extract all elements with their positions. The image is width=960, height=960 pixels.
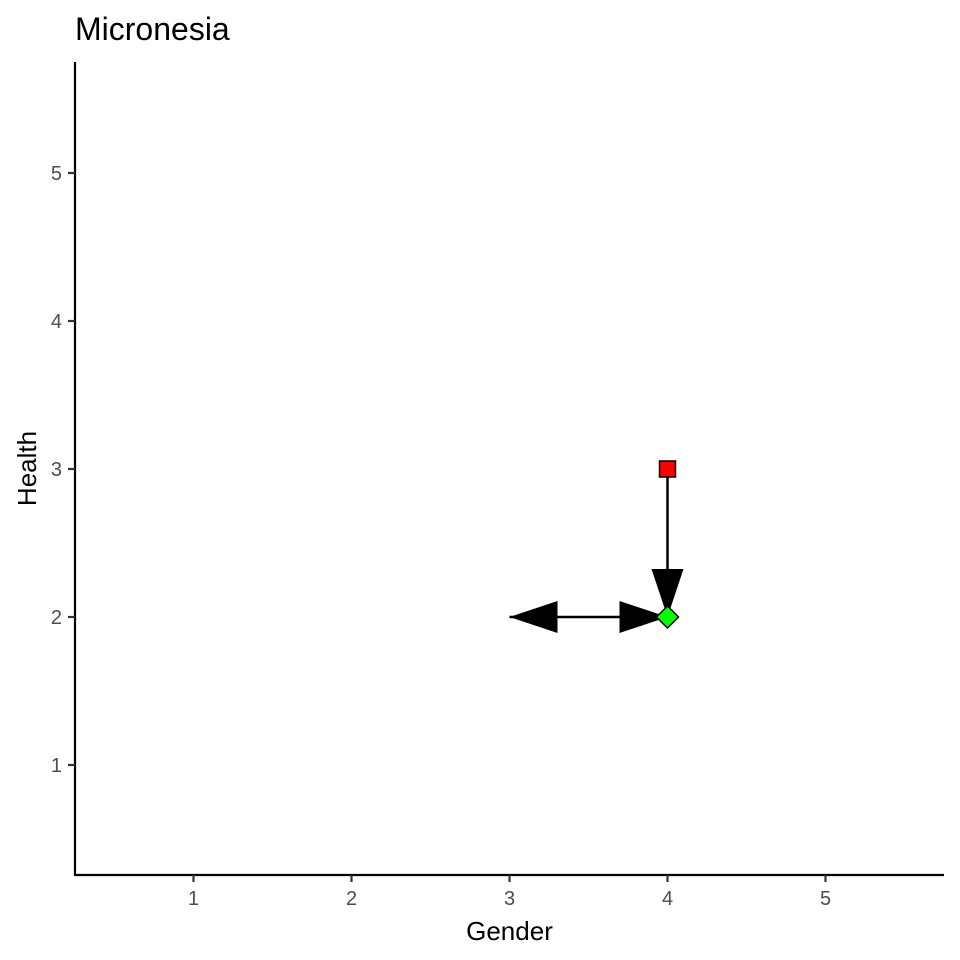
chart-title: Micronesia xyxy=(75,11,230,47)
y-tick-label: 5 xyxy=(51,163,62,185)
x-axis-title: Gender xyxy=(466,916,553,946)
arrow-head xyxy=(619,601,668,633)
x-tick-label: 3 xyxy=(504,888,515,910)
arrow-head xyxy=(509,601,558,633)
y-axis-title: Health xyxy=(12,431,42,506)
y-tick-label: 2 xyxy=(51,607,62,629)
arrow-head xyxy=(651,569,684,617)
x-tick-label: 5 xyxy=(820,888,831,910)
plot-area xyxy=(509,460,684,633)
point-square xyxy=(658,460,677,478)
axis-ticks: 1 2 3 4 5 1 2 3 4 5 xyxy=(51,163,831,910)
y-tick-label: 4 xyxy=(51,311,62,333)
y-tick-label: 1 xyxy=(51,755,62,777)
x-tick-label: 1 xyxy=(188,888,199,910)
x-tick-label: 4 xyxy=(662,888,673,910)
point-diamond xyxy=(655,604,680,630)
y-tick-label: 3 xyxy=(51,459,62,481)
x-tick-label: 2 xyxy=(346,888,357,910)
